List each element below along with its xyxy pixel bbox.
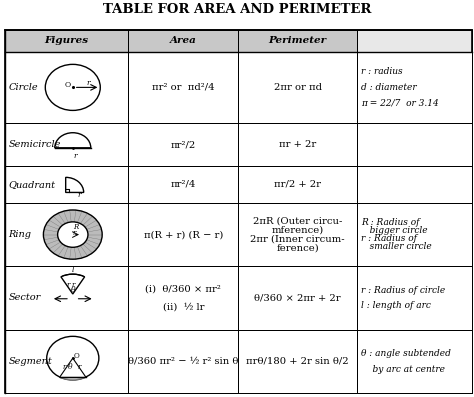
Text: r: r (78, 363, 81, 371)
Text: r: r (86, 79, 90, 87)
Text: smaller circle: smaller circle (361, 242, 432, 251)
Text: l: l (72, 266, 74, 274)
Bar (128, 166, 238, 203)
Text: ference): ference) (276, 243, 319, 252)
Polygon shape (60, 377, 86, 380)
Text: R : Radius of: R : Radius of (361, 218, 419, 227)
Bar (357, 30, 472, 52)
Text: Area: Area (170, 36, 197, 45)
Text: 2πr or πd: 2πr or πd (273, 83, 322, 92)
Bar (5, 123, 128, 166)
Text: θ : angle subtended: θ : angle subtended (361, 349, 451, 358)
Text: Ring: Ring (9, 230, 32, 239)
Bar (357, 266, 472, 330)
Bar (5, 266, 128, 330)
Text: πr²/4: πr²/4 (171, 180, 196, 189)
Text: πr²/2: πr²/2 (171, 140, 196, 149)
Bar (128, 203, 238, 266)
Circle shape (58, 222, 88, 247)
Text: bigger circle: bigger circle (361, 226, 428, 235)
Text: l : length of arc: l : length of arc (361, 301, 431, 310)
Text: O: O (65, 81, 71, 89)
Bar (238, 330, 357, 393)
Text: r : Radius of circle: r : Radius of circle (361, 285, 445, 295)
Text: r: r (78, 191, 82, 199)
Bar (5, 166, 128, 203)
Text: θ/360 πr² − ½ r² sin θ: θ/360 πr² − ½ r² sin θ (128, 357, 238, 366)
Text: r: r (63, 363, 66, 371)
Bar (357, 52, 472, 123)
Text: TABLE FOR AREA AND PERIMETER: TABLE FOR AREA AND PERIMETER (103, 4, 371, 16)
Text: 2πR (Outer circu-: 2πR (Outer circu- (253, 217, 342, 226)
Text: Quadrant: Quadrant (9, 180, 55, 189)
Text: Perimeter: Perimeter (269, 36, 327, 45)
Bar (238, 30, 357, 52)
Text: by arc at centre: by arc at centre (361, 365, 445, 374)
Text: 2πr (Inner circum-: 2πr (Inner circum- (250, 235, 345, 243)
Bar (238, 166, 357, 203)
Text: O: O (73, 352, 79, 360)
Text: πr² or  πd²/4: πr² or πd²/4 (152, 83, 215, 92)
Text: Sector: Sector (9, 293, 41, 303)
Bar (128, 123, 238, 166)
Text: πrθ/180 + 2r sin θ/2: πrθ/180 + 2r sin θ/2 (246, 357, 349, 366)
Text: d : diameter: d : diameter (361, 83, 417, 92)
Bar (357, 166, 472, 203)
Text: (ii)  ½ lr: (ii) ½ lr (163, 302, 204, 311)
Text: Figures: Figures (45, 36, 89, 45)
Text: θ: θ (71, 286, 75, 294)
Text: π(R + r) (R − r): π(R + r) (R − r) (144, 230, 223, 239)
Text: r : Radius of: r : Radius of (361, 234, 417, 243)
Text: πr/2 + 2r: πr/2 + 2r (274, 180, 321, 189)
Text: θ: θ (68, 363, 73, 371)
Text: r: r (67, 281, 70, 289)
Bar (238, 266, 357, 330)
Text: r : radius: r : radius (361, 67, 402, 76)
Bar (238, 203, 357, 266)
Bar (357, 330, 472, 393)
Text: (i)  θ/360 × πr²: (i) θ/360 × πr² (146, 285, 221, 294)
Bar (357, 123, 472, 166)
Bar (128, 330, 238, 393)
Text: mference): mference) (272, 226, 324, 235)
Bar (128, 266, 238, 330)
Bar (5, 52, 128, 123)
Text: Circle: Circle (9, 83, 38, 92)
Bar (357, 203, 472, 266)
Bar (128, 30, 238, 52)
Text: r: r (72, 281, 75, 289)
Text: π = 22/7  or 3.14: π = 22/7 or 3.14 (361, 99, 439, 108)
Bar (5, 203, 128, 266)
Circle shape (44, 210, 102, 259)
Text: Segment: Segment (9, 357, 52, 366)
Bar (238, 52, 357, 123)
Text: Semicircle: Semicircle (9, 140, 61, 149)
Bar (238, 123, 357, 166)
Bar (5, 330, 128, 393)
Text: r: r (73, 152, 77, 160)
Text: R: R (73, 223, 78, 231)
Bar (5, 30, 128, 52)
Text: θ/360 × 2πr + 2r: θ/360 × 2πr + 2r (255, 293, 341, 303)
Text: πr + 2r: πr + 2r (279, 140, 316, 149)
Bar (128, 52, 238, 123)
Text: r: r (73, 229, 76, 237)
